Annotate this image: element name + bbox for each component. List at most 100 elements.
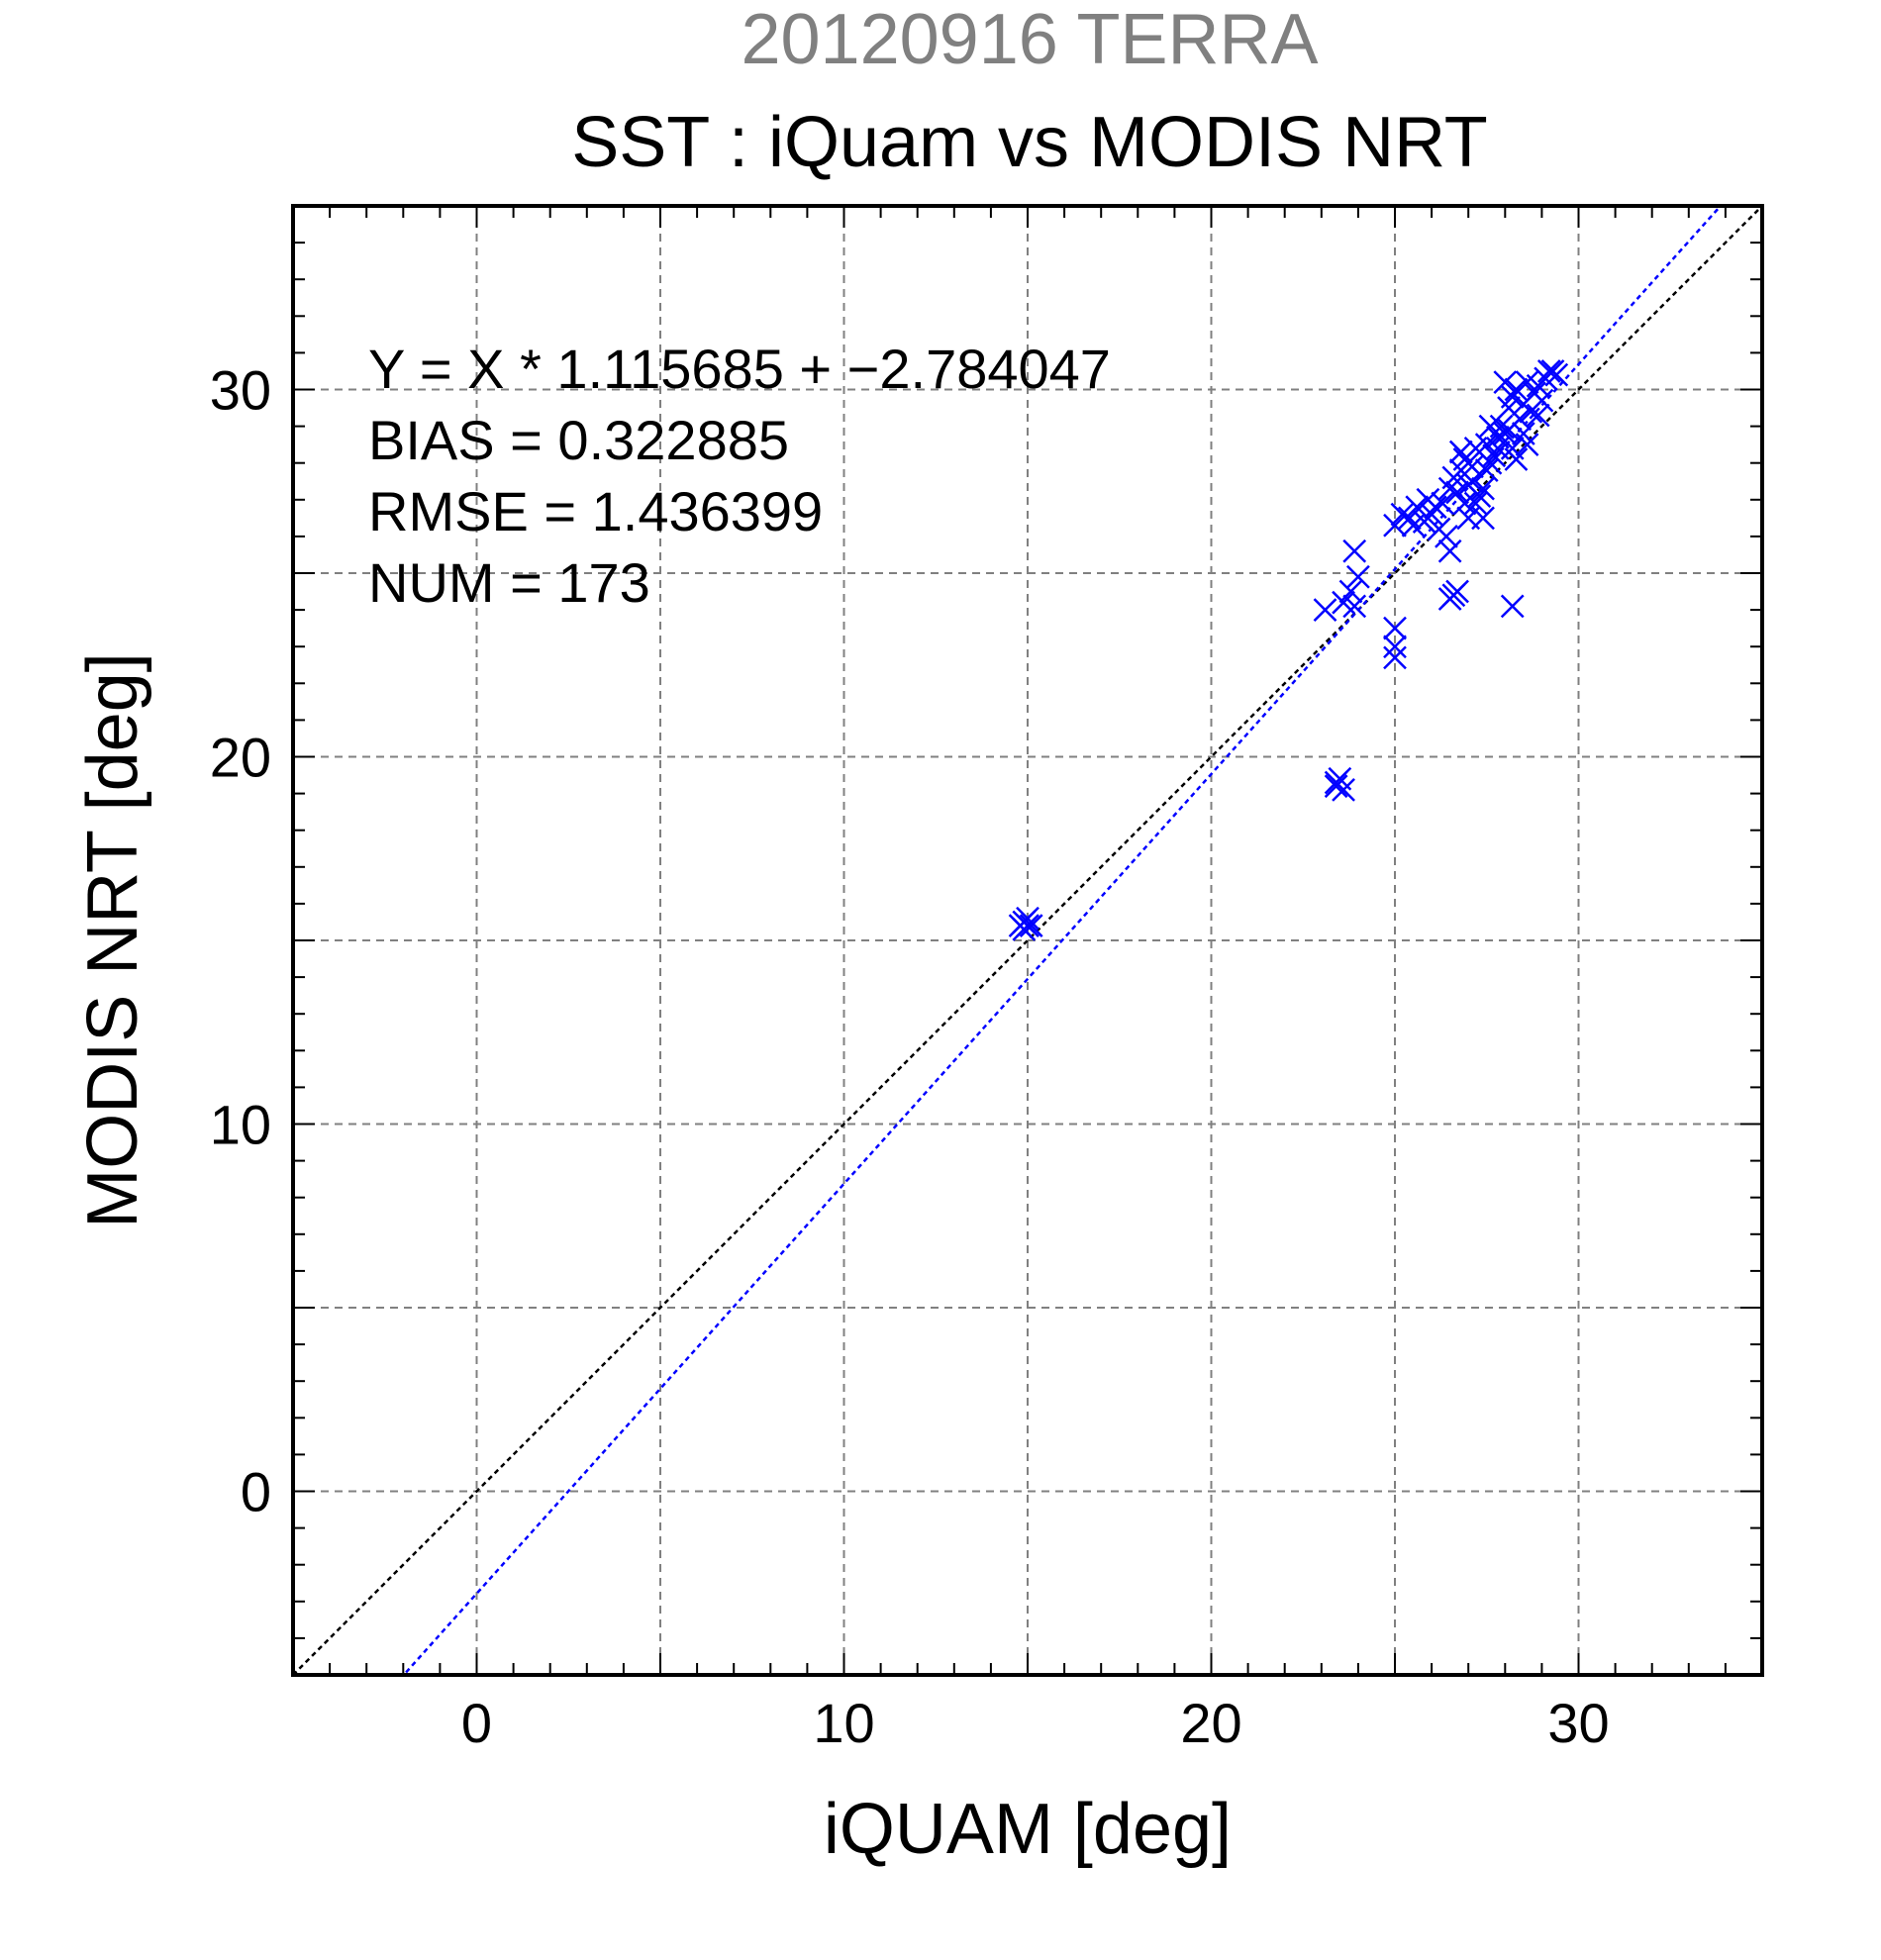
data-point: [1445, 480, 1469, 505]
data-point-stroke: [1019, 914, 1043, 938]
y-tick-label: 20: [210, 727, 271, 789]
data-point-stroke: [1536, 359, 1561, 383]
data-point-stroke: [1474, 433, 1499, 457]
data-point-stroke: [1313, 598, 1337, 622]
data-point-stroke: [1324, 770, 1348, 795]
data-point-stroke: [1437, 539, 1462, 563]
data-point: [1504, 447, 1529, 471]
data-point: [1474, 458, 1499, 483]
chart-subtitle: SST : iQuam vs MODIS NRT: [571, 103, 1488, 182]
data-point: [1019, 914, 1043, 938]
data-point: [1448, 440, 1473, 464]
data-point-stroke: [1342, 539, 1367, 563]
data-point-stroke: [1463, 491, 1488, 516]
data-point-stroke: [1445, 579, 1469, 604]
data-point-stroke: [1478, 450, 1503, 475]
data-point: [1515, 433, 1539, 457]
data-point: [1463, 491, 1488, 516]
x-tick-label: 30: [1547, 1692, 1609, 1754]
stats-line: NUM = 173: [368, 551, 650, 614]
data-point-stroke: [1448, 440, 1473, 464]
data-point-stroke: [1493, 370, 1518, 394]
data-point: [1313, 598, 1337, 622]
y-tick-label: 30: [210, 359, 271, 422]
data-point: [1508, 407, 1533, 432]
data-point: [1342, 594, 1367, 619]
lines-layer: [293, 206, 1762, 1675]
y-axis-title: MODIS NRT [deg]: [73, 652, 152, 1228]
data-point-stroke: [1474, 458, 1499, 483]
data-point: [1346, 564, 1370, 589]
stats-line: Y = X * 1.115685 + −2.784047: [368, 338, 1111, 400]
tick-labels: 0 10 20 30 0 10 20 30: [210, 359, 1610, 1755]
data-point-stroke: [1390, 502, 1415, 527]
data-point: [1383, 645, 1407, 670]
x-axis-title: iQUAM [deg]: [824, 1790, 1232, 1869]
stats-line: BIAS = 0.322885: [368, 409, 789, 471]
data-point-stroke: [1346, 564, 1370, 589]
data-point-stroke: [1489, 414, 1514, 439]
data-point: [1493, 370, 1518, 394]
data-point-stroke: [1012, 917, 1037, 941]
data-point-stroke: [1530, 388, 1554, 413]
data-point-stroke: [1338, 579, 1363, 604]
data-point: [1437, 539, 1462, 563]
data-point-stroke: [1383, 645, 1407, 670]
data-point-stroke: [1500, 594, 1525, 619]
data-point-stroke: [1383, 513, 1407, 538]
data-point-stroke: [1383, 616, 1407, 640]
data-point: [1324, 774, 1348, 799]
data-point-stroke: [1478, 414, 1503, 439]
data-point-stroke: [1332, 590, 1355, 615]
data-point-stroke: [1544, 362, 1569, 387]
stats-line: RMSE = 1.436399: [368, 480, 823, 542]
data-point: [1526, 403, 1550, 428]
data-point-stroke: [1342, 594, 1367, 619]
data-point-stroke: [1511, 422, 1535, 445]
data-point: [1536, 359, 1561, 383]
data-point-stroke: [1471, 476, 1495, 501]
x-tick-label: 0: [461, 1692, 492, 1754]
data-point: [1383, 616, 1407, 640]
points-layer: [1008, 359, 1569, 941]
data-point: [1405, 495, 1430, 520]
data-point: [1397, 506, 1422, 531]
data-point-stroke: [1431, 491, 1455, 516]
data-point: [1482, 443, 1507, 468]
data-point: [1500, 594, 1525, 619]
data-point: [1435, 525, 1458, 548]
data-point: [1478, 414, 1503, 439]
data-point-stroke: [1423, 495, 1447, 520]
data-point: [1471, 476, 1495, 501]
data-point: [1471, 506, 1495, 531]
data-point-stroke: [1504, 377, 1529, 402]
data-point: [1383, 635, 1407, 659]
data-point-stroke: [1445, 480, 1469, 505]
chart-title: 20120916 TERRA: [741, 0, 1318, 79]
plot-frame: [291, 204, 1764, 1677]
x-tick-label: 10: [813, 1692, 874, 1754]
data-point: [1544, 362, 1569, 387]
data-point: [1383, 513, 1407, 538]
data-point-stroke: [1482, 443, 1507, 468]
data-point-stroke: [1504, 447, 1529, 471]
data-point: [1431, 491, 1455, 516]
y-tick-label: 10: [210, 1094, 271, 1156]
data-point: [1324, 770, 1348, 795]
data-point-stroke: [1515, 370, 1539, 394]
data-point-stroke: [1500, 436, 1525, 460]
data-point-stroke: [1467, 484, 1492, 508]
data-point-stroke: [1471, 506, 1495, 531]
data-point: [1504, 377, 1529, 402]
data-point-stroke: [1526, 403, 1550, 428]
data-point: [1338, 579, 1363, 604]
regression-line: [402, 206, 1723, 1675]
data-point-stroke: [1383, 635, 1407, 659]
data-point-stroke: [1324, 774, 1348, 799]
data-point-stroke: [1515, 433, 1539, 457]
data-point-stroke: [1452, 491, 1477, 516]
data-point-stroke: [1460, 454, 1484, 479]
grid-layer: [293, 206, 1762, 1675]
data-point-stroke: [1405, 495, 1430, 520]
